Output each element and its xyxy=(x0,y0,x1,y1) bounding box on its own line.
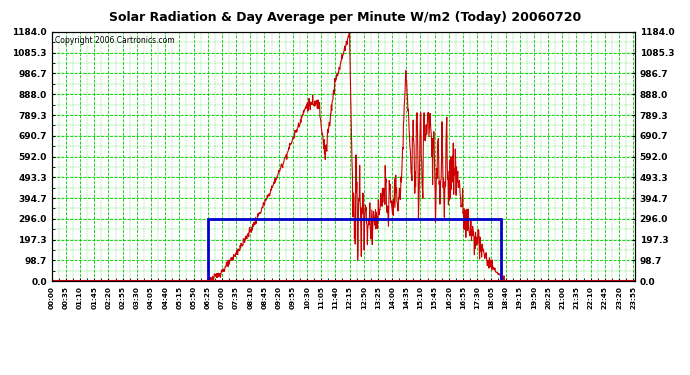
Text: Solar Radiation & Day Average per Minute W/m2 (Today) 20060720: Solar Radiation & Day Average per Minute… xyxy=(109,11,581,24)
Text: Copyright 2006 Cartronics.com: Copyright 2006 Cartronics.com xyxy=(55,36,175,45)
Bar xyxy=(208,219,502,281)
